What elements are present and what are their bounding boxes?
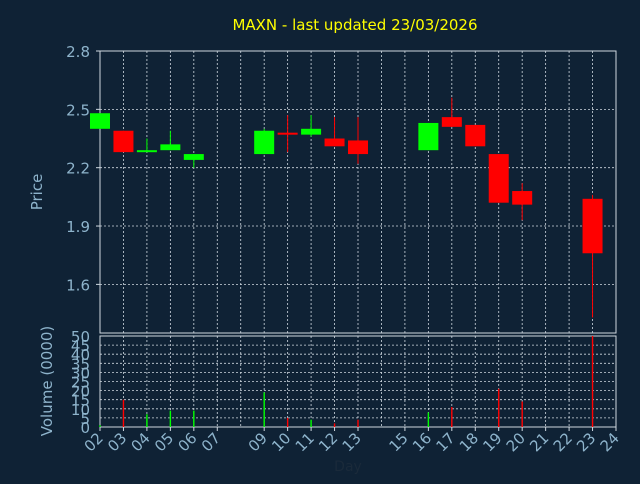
volume-tick-label: 30 bbox=[71, 364, 90, 382]
volume-tick-label: 15 bbox=[71, 392, 90, 410]
volume-tick-label: 35 bbox=[71, 355, 90, 373]
candle-body bbox=[113, 130, 134, 153]
candle-body bbox=[488, 154, 509, 203]
volume-tick-label: 40 bbox=[71, 346, 90, 364]
volume-tick-label: 5 bbox=[80, 410, 90, 428]
chart-title: MAXN - last updated 23/03/2026 bbox=[232, 16, 477, 34]
volume-bar bbox=[193, 410, 195, 427]
day-tick-label: 24 bbox=[597, 429, 623, 455]
volume-bar bbox=[122, 399, 125, 427]
volume-bar bbox=[591, 336, 594, 427]
candle-body bbox=[348, 140, 368, 155]
candle-body bbox=[90, 113, 110, 129]
day-tick-label: 03 bbox=[104, 429, 130, 455]
volume-bar bbox=[263, 392, 265, 427]
price-tick-label: 1.9 bbox=[66, 218, 90, 236]
price-tick-label: 2.5 bbox=[66, 101, 90, 119]
x-axis-label: Day bbox=[334, 459, 362, 475]
day-tick-label: 11 bbox=[292, 429, 318, 455]
candle-body bbox=[418, 122, 439, 151]
volume-bar bbox=[427, 412, 430, 427]
volume-bar bbox=[498, 388, 500, 427]
volume-tick-label: 20 bbox=[71, 383, 90, 401]
volume-bar bbox=[286, 417, 289, 427]
candle-body bbox=[512, 191, 533, 205]
candle-body bbox=[324, 138, 345, 147]
candle-body bbox=[136, 150, 157, 153]
candle-body bbox=[441, 117, 462, 127]
candle-body bbox=[254, 130, 275, 155]
candle-body bbox=[465, 124, 486, 147]
volume-tick-label: 50 bbox=[71, 328, 90, 346]
day-tick-label: 13 bbox=[339, 429, 365, 455]
day-tick-label: 22 bbox=[550, 429, 576, 455]
candle-body bbox=[183, 154, 204, 160]
volume-bar bbox=[146, 414, 148, 427]
day-tick-label: 16 bbox=[409, 429, 435, 455]
day-tick-label: 05 bbox=[151, 429, 177, 455]
volume-bar bbox=[521, 401, 523, 427]
volume-bar bbox=[333, 423, 336, 427]
candle-body bbox=[582, 198, 603, 254]
volume-tick-label: 45 bbox=[71, 337, 90, 355]
day-tick-label: 04 bbox=[128, 429, 154, 455]
volume-bar bbox=[451, 406, 453, 427]
day-tick-label: 07 bbox=[198, 429, 224, 455]
price-tick-label: 1.6 bbox=[66, 276, 90, 294]
volume-bar bbox=[310, 419, 312, 427]
price-axis-label: Price bbox=[28, 174, 46, 211]
volume-bar bbox=[357, 419, 359, 427]
price-tick-label: 2.8 bbox=[66, 43, 90, 61]
volume-tick-label: 25 bbox=[71, 374, 90, 392]
candle-body bbox=[301, 128, 322, 135]
price-panel: 2.8 2.5 2.2 1.9 1.6 bbox=[66, 43, 617, 334]
price-tick-label: 2.2 bbox=[66, 160, 90, 178]
day-tick-label: 23 bbox=[573, 429, 599, 455]
candle-body bbox=[277, 132, 298, 135]
volume-bar bbox=[169, 410, 172, 427]
volume-bar bbox=[99, 425, 101, 427]
day-tick-label: 18 bbox=[456, 429, 482, 455]
volume-tick-label: 0 bbox=[80, 419, 90, 437]
day-tick-label: 19 bbox=[479, 429, 505, 455]
day-tick-label: 17 bbox=[432, 429, 458, 455]
volume-axis-label: Volume (0000) bbox=[38, 326, 56, 436]
volume-tick-label: 10 bbox=[71, 401, 90, 419]
day-tick-label: 10 bbox=[268, 429, 294, 455]
day-tick-label: 20 bbox=[503, 429, 529, 455]
day-tick-label: 21 bbox=[526, 429, 552, 455]
day-tick-label: 15 bbox=[386, 429, 412, 455]
day-tick-label: 06 bbox=[174, 429, 200, 455]
day-tick-label: 09 bbox=[245, 429, 271, 455]
day-tick-label: 12 bbox=[315, 429, 341, 455]
candle-body bbox=[160, 144, 181, 151]
